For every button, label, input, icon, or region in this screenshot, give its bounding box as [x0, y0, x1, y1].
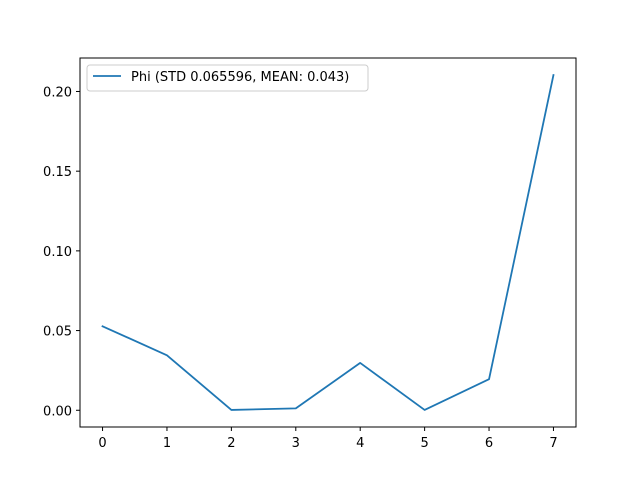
y-tick-label: 0.15 [43, 165, 72, 180]
legend-label: Phi (STD 0.065596, MEAN: 0.043) [131, 70, 349, 85]
plot-area [79, 57, 577, 428]
y-axis: 0.00 0.05 0.10 0.15 0.20 [43, 85, 80, 419]
y-tick-label: 0.20 [43, 85, 72, 100]
y-tick-label: 0.10 [43, 245, 72, 260]
legend: Phi (STD 0.065596, MEAN: 0.043) [86, 64, 369, 92]
series-line [101, 73, 555, 411]
x-tick-label: 1 [163, 436, 171, 451]
x-tick-label: 3 [292, 436, 300, 451]
x-tick-label: 7 [549, 436, 557, 451]
x-tick-label: 6 [485, 436, 493, 451]
x-axis: 0 1 2 3 4 5 6 7 [98, 427, 558, 451]
series-layer [101, 73, 555, 411]
x-tick-label: 0 [98, 436, 106, 451]
y-tick-label: 0.05 [43, 325, 72, 340]
y-tick-label: 0.00 [43, 404, 72, 419]
x-tick-label: 4 [356, 436, 364, 451]
x-tick-label: 5 [420, 436, 428, 451]
x-tick-label: 2 [227, 436, 235, 451]
legend-box [86, 64, 369, 92]
